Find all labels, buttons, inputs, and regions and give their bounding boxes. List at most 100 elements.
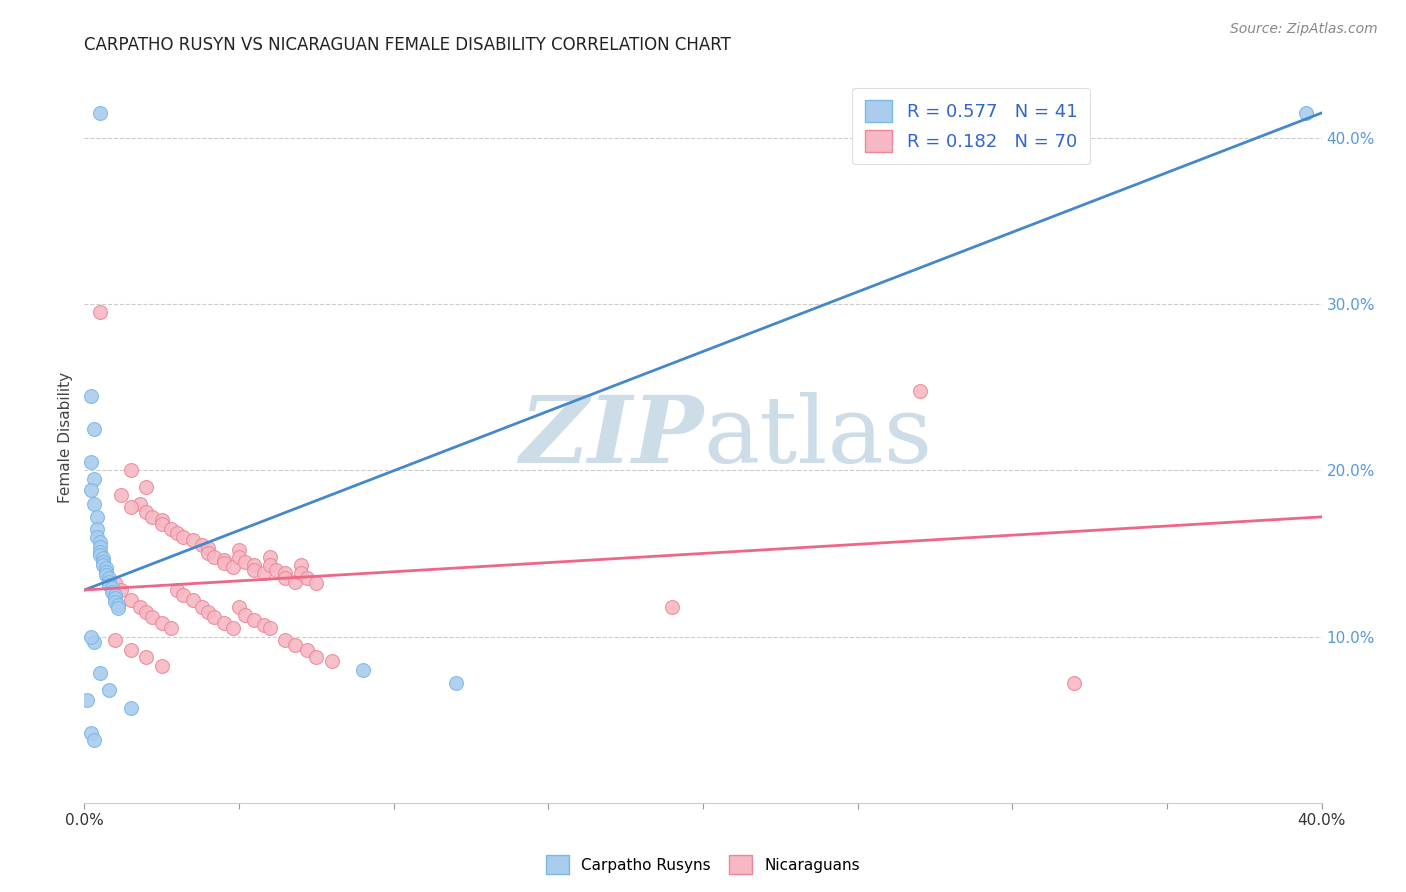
Point — [202, 609, 225, 624]
Point — [89, 548, 111, 562]
Point — [150, 659, 173, 673]
Point — [89, 545, 111, 559]
Point — [243, 558, 266, 573]
Point — [94, 568, 117, 582]
Point — [253, 566, 276, 581]
Point — [120, 463, 142, 477]
Point — [135, 505, 157, 519]
Point — [191, 538, 214, 552]
Point — [233, 607, 256, 622]
Point — [104, 632, 127, 647]
Point — [79, 726, 101, 740]
Point — [94, 565, 117, 579]
Point — [79, 483, 101, 498]
Point — [79, 388, 101, 402]
Point — [908, 384, 931, 398]
Point — [94, 561, 117, 575]
Point — [321, 655, 343, 669]
Point — [274, 632, 297, 647]
Point — [284, 638, 307, 652]
Point — [444, 676, 467, 690]
Point — [141, 509, 163, 524]
Point — [104, 576, 127, 591]
Point — [98, 682, 121, 697]
Point — [135, 605, 157, 619]
Point — [150, 516, 173, 531]
Point — [295, 571, 318, 585]
Point — [259, 558, 281, 573]
Point — [129, 497, 152, 511]
Point — [79, 630, 101, 644]
Point — [83, 497, 105, 511]
Point — [222, 621, 245, 635]
Point — [135, 649, 157, 664]
Point — [89, 534, 111, 549]
Point — [150, 513, 173, 527]
Point — [98, 571, 121, 585]
Point — [172, 588, 194, 602]
Point — [141, 609, 163, 624]
Point — [274, 571, 297, 585]
Point — [86, 521, 108, 535]
Point — [259, 549, 281, 564]
Point — [212, 557, 235, 571]
Point — [274, 566, 297, 581]
Text: Source: ZipAtlas.com: Source: ZipAtlas.com — [1230, 22, 1378, 37]
Point — [83, 732, 105, 747]
Point — [290, 566, 312, 581]
Point — [352, 663, 374, 677]
Point — [91, 558, 114, 573]
Text: atlas: atlas — [703, 392, 932, 482]
Point — [89, 540, 111, 554]
Point — [120, 593, 142, 607]
Text: CARPATHO RUSYN VS NICARAGUAN FEMALE DISABILITY CORRELATION CHART: CARPATHO RUSYN VS NICARAGUAN FEMALE DISA… — [84, 36, 731, 54]
Point — [233, 555, 256, 569]
Point — [253, 618, 276, 632]
Point — [107, 601, 129, 615]
Point — [83, 422, 105, 436]
Point — [120, 643, 142, 657]
Point — [305, 649, 328, 664]
Point — [104, 591, 127, 606]
Point — [120, 701, 142, 715]
Point — [104, 588, 127, 602]
Point — [129, 599, 152, 614]
Point — [259, 621, 281, 635]
Point — [76, 692, 98, 706]
Point — [83, 472, 105, 486]
Point — [104, 594, 127, 608]
Point — [212, 616, 235, 631]
Point — [120, 500, 142, 514]
Point — [98, 578, 121, 592]
Point — [83, 634, 105, 648]
Point — [135, 480, 157, 494]
Point — [197, 541, 219, 556]
Point — [228, 549, 250, 564]
Point — [86, 509, 108, 524]
Point — [202, 549, 225, 564]
Legend: R = 0.577   N = 41, R = 0.182   N = 70: R = 0.577 N = 41, R = 0.182 N = 70 — [852, 87, 1090, 164]
Point — [101, 584, 124, 599]
Text: ZIP: ZIP — [519, 392, 703, 482]
Point — [305, 576, 328, 591]
Point — [243, 613, 266, 627]
Point — [89, 305, 111, 319]
Point — [264, 563, 287, 577]
Point — [1295, 106, 1317, 120]
Point — [181, 593, 204, 607]
Point — [191, 599, 214, 614]
Point — [212, 553, 235, 567]
Point — [197, 605, 219, 619]
Y-axis label: Female Disability: Female Disability — [58, 371, 73, 503]
Point — [1063, 676, 1085, 690]
Point — [101, 582, 124, 596]
Point — [98, 574, 121, 589]
Point — [110, 488, 132, 502]
Point — [228, 543, 250, 558]
Point — [150, 616, 173, 631]
Point — [91, 555, 114, 569]
Point — [79, 455, 101, 469]
Point — [160, 621, 183, 635]
Point — [166, 526, 188, 541]
Point — [222, 559, 245, 574]
